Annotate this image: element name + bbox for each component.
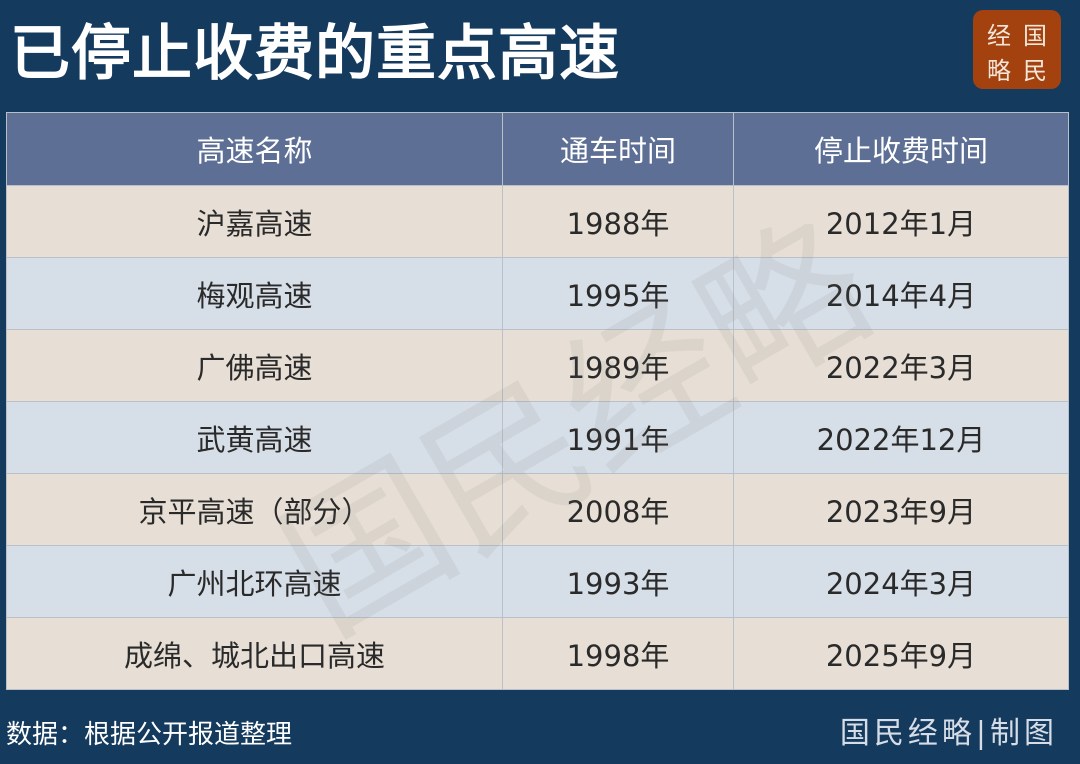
table-cell: 成绵、城北出口高速 [6, 617, 503, 690]
table-row: 武黄高速 1991年 2022年12月 [6, 401, 1069, 474]
table-header-row: 高速名称 通车时间 停止收费时间 [6, 112, 1069, 186]
table-row: 沪嘉高速 1988年 2012年1月 [6, 185, 1069, 258]
table-cell: 梅观高速 [6, 257, 503, 330]
table-cell: 2014年4月 [733, 257, 1069, 330]
logo-char: 民 [1023, 57, 1047, 85]
table-cell: 2023年9月 [733, 473, 1069, 546]
table-cell: 1995年 [502, 257, 734, 330]
logo-char: 经 [987, 22, 1011, 50]
table-row: 广佛高速 1989年 2022年3月 [6, 329, 1069, 402]
table-cell: 2022年3月 [733, 329, 1069, 402]
column-header: 停止收费时间 [733, 112, 1069, 186]
brand-logo: 经 国 略 民 [973, 10, 1061, 89]
logo-char: 国 [1023, 22, 1047, 50]
table-cell: 1993年 [502, 545, 734, 618]
credit: 国民经略|制图 [839, 716, 1058, 751]
table-row: 京平高速（部分） 2008年 2023年9月 [6, 473, 1069, 546]
table-cell: 1991年 [502, 401, 734, 474]
table-row: 广州北环高速 1993年 2024年3月 [6, 545, 1069, 618]
table-row: 梅观高速 1995年 2014年4月 [6, 257, 1069, 330]
table-cell: 1989年 [502, 329, 734, 402]
table-cell: 武黄高速 [6, 401, 503, 474]
table-cell: 广佛高速 [6, 329, 503, 402]
table-cell: 2008年 [502, 473, 734, 546]
table-cell: 1998年 [502, 617, 734, 690]
table-cell: 2025年9月 [733, 617, 1069, 690]
table-cell: 2022年12月 [733, 401, 1069, 474]
table-cell: 广州北环高速 [6, 545, 503, 618]
table-cell: 1988年 [502, 185, 734, 258]
table-cell: 京平高速（部分） [6, 473, 503, 546]
logo-char: 略 [987, 57, 1011, 85]
table-cell: 2024年3月 [733, 545, 1069, 618]
table-cell: 沪嘉高速 [6, 185, 503, 258]
highway-table: 高速名称 通车时间 停止收费时间 沪嘉高速 1988年 2012年1月 梅观高速 1995年… [6, 112, 1069, 690]
table-cell: 2012年1月 [733, 185, 1069, 258]
table-row: 成绵、城北出口高速 1998年 2025年9月 [6, 617, 1069, 690]
page-title: 已停止收费的重点高速 [10, 19, 620, 89]
column-header: 高速名称 [6, 112, 503, 186]
data-source: 数据：根据公开报道整理 [6, 720, 293, 750]
column-header: 通车时间 [502, 112, 734, 186]
